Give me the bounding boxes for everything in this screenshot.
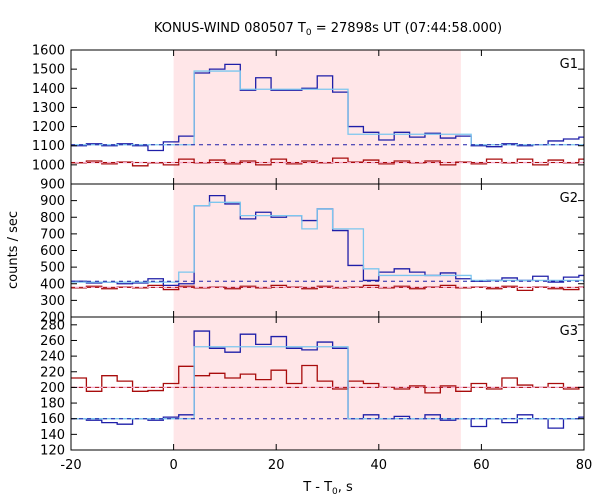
y-tick-label: 1300 <box>32 101 65 116</box>
series-hard-fit-g1 <box>71 70 584 146</box>
y-tick-label: 240 <box>40 350 65 365</box>
y-tick-label: 600 <box>40 244 65 259</box>
panel-label-g1: G1 <box>560 57 578 72</box>
plot-area: 9001000110012001300140015001600G12003004… <box>32 44 592 474</box>
series-hard-g3 <box>71 330 584 429</box>
shaded-burst-interval <box>173 50 461 450</box>
chart-title-suffix: = 27898s UT (07:44:58.000) <box>312 21 502 36</box>
panel-g1: 900 1000 1100 1200 1300 1400 1500 1600 G1 <box>32 44 585 193</box>
y-tick-label: 500 <box>40 261 65 276</box>
panel-label-g2: G2 <box>560 191 578 206</box>
y-tick-label: 180 <box>40 397 65 412</box>
series-soft-g3 <box>71 364 584 394</box>
x-axis-label: T - T0, s <box>302 480 353 497</box>
y-tick-label: 260 <box>40 334 65 349</box>
x-tick-label: 40 <box>371 458 388 473</box>
x-tick-label: 80 <box>576 458 593 473</box>
x-tick-label: -20 <box>60 458 81 473</box>
y-tick-label: 1500 <box>32 63 65 78</box>
chart-title-subscript: 0 <box>306 28 312 38</box>
series-hard-fit-g3 <box>71 346 584 420</box>
x-tick-label: 20 <box>268 458 285 473</box>
x-axis-label-suffix: , s <box>338 480 353 495</box>
y-tick-label: 200 <box>40 311 65 326</box>
y-tick-label: 220 <box>40 365 65 380</box>
y-tick-label: 120 <box>40 444 65 459</box>
panel-label-g3: G3 <box>560 324 578 339</box>
y-tick-label: 280 <box>40 318 65 333</box>
y-axis-label: counts / sec <box>6 211 21 289</box>
y-tick-label: 1100 <box>32 139 65 154</box>
y-tick-label: 160 <box>40 412 65 427</box>
y-tick-label: 700 <box>40 227 65 242</box>
y-tick-label: 1600 <box>32 44 65 59</box>
series-hard-g1 <box>71 63 584 152</box>
x-tick-label: 60 <box>473 458 490 473</box>
y-tick-label: 400 <box>40 277 65 292</box>
y-tick-label: 900 <box>40 194 65 209</box>
y-tick-label: 1000 <box>32 158 65 173</box>
y-tick-label: 300 <box>40 294 65 309</box>
panel-frame <box>70 316 585 451</box>
chart-title-prefix: KONUS-WIND 080507 T <box>154 21 306 36</box>
y-tick-label: 200 <box>40 381 65 396</box>
x-tick-label: 0 <box>169 458 177 473</box>
x-axis-label-prefix: T - T <box>302 480 332 495</box>
y-tick-label: 900 <box>40 178 65 193</box>
y-tick-label: 1400 <box>32 82 65 97</box>
chart-title: KONUS-WIND 080507 T0 = 27898s UT (07:44:… <box>154 21 502 38</box>
y-tick-label: 140 <box>40 428 65 443</box>
series-hard-fit-g2 <box>71 201 584 283</box>
y-tick-label: 1200 <box>32 120 65 135</box>
x-axis-label-subscript: 0 <box>332 487 338 497</box>
y-tick-label: 800 <box>40 211 65 226</box>
